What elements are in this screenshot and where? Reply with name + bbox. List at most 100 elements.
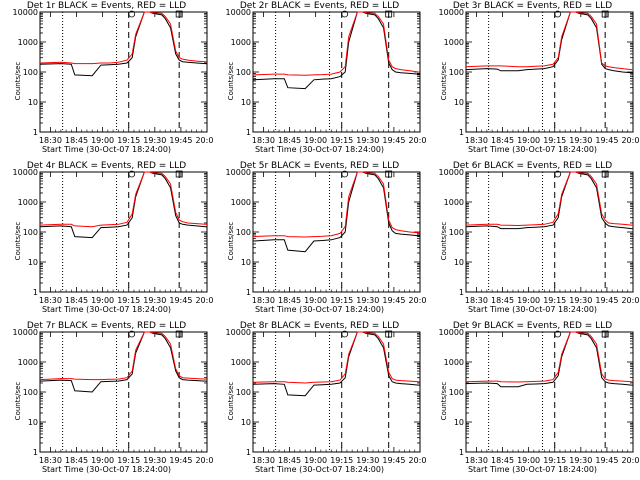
y-axis-label: Counts/sec [440,61,448,101]
y-tick-label: 100 [449,68,464,77]
y-tick-label: 10000 [13,168,38,177]
lld-series-line [252,331,420,384]
y-tick-label: 100 [236,68,251,77]
y-axis-label: Counts/sec [14,381,22,421]
y-tick-label: 10 [28,418,38,427]
y-tick-label: 1 [33,288,38,297]
top-square-marker [175,330,183,338]
events-series-line [465,171,633,230]
y-tick-label: 1 [246,288,251,297]
x-tick-label: 19:45 [382,136,405,145]
panel-plot: 1 10 100 1000 10000 18:30 18:45 19:00 19:15 19:30… [226,8,426,145]
x-tick-label: 19:15 [117,456,140,465]
x-axis-label: Start Time (30-Oct-07 18:24:00) [41,305,172,314]
x-axis-label: Start Time (30-Oct-07 18:24:00) [467,465,598,474]
x-tick-label: 19:15 [543,136,566,145]
x-tick-label: 19:15 [330,296,353,305]
y-tick-label: 1000 [231,38,251,47]
top-square-marker [601,170,609,178]
x-tick-label: 19:45 [382,296,405,305]
x-tick-label: 19:30 [143,456,166,465]
panel-plot: 1 10 100 1000 10000 18:30 18:45 19:00 19:15 19:30… [439,328,639,465]
x-tick-label: 19:00 [304,136,327,145]
y-tick-label: 1 [33,128,38,137]
top-circle-marker [341,170,349,178]
x-tick-label: 19:00 [304,456,327,465]
x-tick-label: 20:00 [195,296,213,305]
top-circle-marker [554,170,562,178]
x-tick-label: 19:45 [382,456,405,465]
y-tick-label: 10 [454,98,464,107]
panel-title: Det 9r BLACK = Events, RED = LLD [452,321,613,331]
x-tick-label: 20:00 [408,136,426,145]
x-axis-label: Start Time (30-Oct-07 18:24:00) [467,145,598,154]
y-tick-label: 10 [454,418,464,427]
events-series-line [252,11,420,90]
panel-title: Det 7r BLACK = Events, RED = LLD [26,321,187,331]
plot-frame [39,11,208,133]
panel-title: Det 2r BLACK = Events, RED = LLD [239,1,400,11]
y-tick-label: 1000 [444,38,464,47]
x-axis-label: Start Time (30-Oct-07 18:24:00) [41,465,172,474]
y-tick-label: 1 [459,128,464,137]
x-axis-label: Start Time (30-Oct-07 18:24:00) [467,305,598,314]
detector-panel: 1 10 100 1000 10000 18:30 18:45 19:00 19:15 19:30… [213,0,426,160]
y-tick-label: 10 [454,258,464,267]
x-tick-label: 18:45 [278,296,301,305]
y-tick-label: 1000 [231,198,251,207]
plot-frame [465,171,634,293]
x-tick-label: 20:00 [195,136,213,145]
y-tick-label: 100 [449,228,464,237]
lld-series-line [465,171,633,227]
events-series-line [465,331,633,388]
x-tick-label: 19:00 [517,456,540,465]
top-circle-marker [128,10,136,18]
events-series-line [252,331,420,397]
x-tick-label: 18:30 [39,136,62,145]
y-tick-label: 10000 [226,8,251,17]
detector-panel: 1 10 100 1000 10000 18:30 18:45 19:00 19:15 19:30… [426,160,639,320]
y-tick-label: 1000 [444,358,464,367]
y-tick-label: 10000 [13,8,38,17]
y-tick-label: 10000 [226,168,251,177]
y-tick-label: 10000 [439,8,464,17]
x-tick-label: 18:45 [278,136,301,145]
x-tick-label: 20:00 [621,296,639,305]
panel-plot: 1 10 100 1000 10000 18:30 18:45 19:00 19:15 19:30… [226,168,426,305]
y-axis-label: Counts/sec [440,381,448,421]
panel-title: Det 6r BLACK = Events, RED = LLD [452,161,613,171]
y-tick-label: 1 [246,128,251,137]
detector-panel: 1 10 100 1000 10000 18:30 18:45 19:00 19:15 19:30… [0,320,213,480]
x-tick-label: 18:30 [252,136,275,145]
y-tick-label: 1000 [18,38,38,47]
plot-frame [39,331,208,453]
y-tick-label: 10000 [439,328,464,337]
detector-panel: 1 10 100 1000 10000 18:30 18:45 19:00 19:15 19:30… [0,160,213,320]
top-square-marker [601,330,609,338]
y-tick-label: 10 [241,418,251,427]
events-series-line [252,171,420,253]
x-tick-label: 20:00 [195,456,213,465]
x-tick-label: 19:15 [543,296,566,305]
detector-panel: 1 10 100 1000 10000 18:30 18:45 19:00 19:15 19:30… [213,320,426,480]
lld-series-line [252,171,420,238]
y-tick-label: 1 [459,288,464,297]
top-square-marker [385,10,393,18]
x-tick-label: 18:45 [278,456,301,465]
top-square-marker [385,170,393,178]
y-tick-label: 10000 [226,328,251,337]
y-tick-label: 10000 [13,328,38,337]
x-tick-label: 19:45 [169,456,192,465]
x-axis-label: Start Time (30-Oct-07 18:24:00) [254,465,385,474]
x-tick-label: 19:45 [595,456,618,465]
top-circle-marker [554,10,562,18]
x-axis-label: Start Time (30-Oct-07 18:24:00) [254,305,385,314]
x-tick-label: 19:30 [569,296,592,305]
events-series-line [465,11,633,74]
plot-frame [252,171,421,293]
panel-title: Det 5r BLACK = Events, RED = LLD [239,161,400,171]
lld-series-line [465,331,633,383]
x-tick-label: 19:00 [91,456,114,465]
top-square-marker [175,170,183,178]
x-tick-label: 18:30 [39,296,62,305]
